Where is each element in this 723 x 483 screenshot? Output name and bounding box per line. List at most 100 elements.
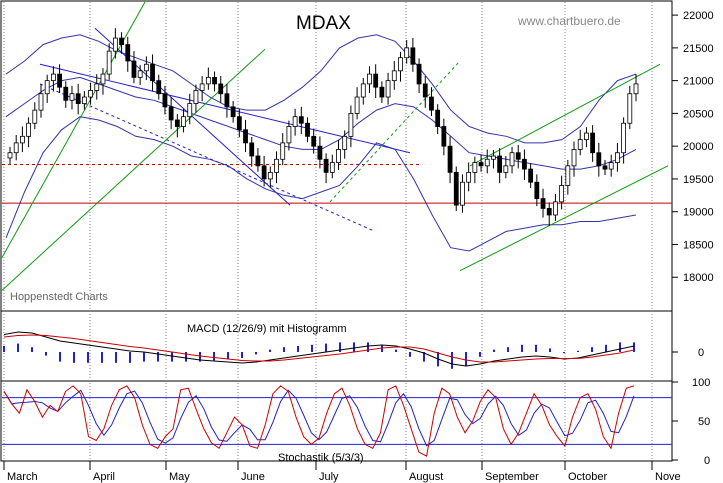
price-layer: [1, 1, 672, 291]
candle-body: [522, 158, 527, 170]
candle-body: [267, 171, 273, 180]
candle-body: [143, 63, 149, 72]
candle-body: [404, 47, 410, 59]
candle-body: [503, 165, 509, 173]
candle-body: [50, 73, 56, 82]
candle-body: [311, 135, 317, 147]
candle-body: [57, 73, 62, 88]
stoch-ytick-label: 50: [698, 416, 710, 428]
candle-body: [447, 145, 453, 173]
candle-body: [137, 70, 143, 78]
candle-body: [298, 116, 304, 124]
candle-body: [75, 93, 81, 104]
candle-body: [422, 83, 428, 98]
stoch-label: Stochastik (5/3/3): [278, 452, 364, 464]
bollinger-lower: [5, 116, 637, 252]
candle-body: [32, 109, 38, 124]
candle-body: [69, 93, 75, 101]
candle-body: [466, 171, 472, 183]
candle-body: [484, 158, 490, 167]
candle-body: [348, 113, 354, 137]
candle-body: [255, 155, 261, 167]
candle-body: [274, 158, 279, 173]
candle-body: [540, 198, 546, 209]
candle-body: [38, 93, 44, 111]
month-label: October: [568, 471, 607, 483]
candle-body: [26, 122, 31, 137]
candle-body: [460, 181, 465, 206]
candle-body: [615, 152, 620, 163]
candle-body: [174, 119, 180, 127]
candle-body: [497, 155, 503, 173]
candle-body: [534, 181, 540, 199]
month-label: May: [169, 471, 190, 483]
candle-body: [317, 145, 323, 160]
macd-layer: [3, 331, 635, 369]
month-label: September: [485, 471, 539, 483]
stoch-ytick-label: 0: [704, 455, 710, 467]
candle-body: [398, 57, 403, 72]
candle-body: [13, 142, 19, 154]
candle-body: [633, 83, 639, 95]
candle-body: [441, 126, 447, 147]
candle-body: [509, 152, 515, 167]
axis-layer: March April May June July August September Octo…: [3, 10, 714, 483]
candle-body: [515, 152, 521, 160]
candle-body: [100, 73, 106, 85]
candle-body: [199, 83, 205, 91]
stoch-k-line: [3, 385, 635, 457]
candle-body: [88, 90, 93, 98]
chart-title: MDAX: [296, 13, 351, 34]
candle-body: [63, 86, 69, 101]
candle-body: [323, 158, 329, 173]
price-ytick-label: 18500: [683, 239, 714, 251]
candle-body: [367, 73, 372, 85]
candle-body: [590, 132, 596, 154]
rebound-dashed-line: [329, 60, 461, 203]
price-ytick-label: 19500: [683, 174, 714, 186]
candle-body: [453, 171, 459, 206]
candle-body: [608, 162, 614, 170]
candle-body: [472, 162, 478, 173]
candle-body: [305, 122, 310, 137]
month-label: Nove: [655, 471, 681, 483]
candle-body: [491, 155, 496, 160]
price-ytick-label: 18000: [683, 272, 714, 284]
month-label: June: [241, 471, 265, 483]
price-ytick-label: 22000: [683, 10, 714, 22]
stoch-layer: [2, 385, 672, 457]
candle-body: [360, 83, 366, 98]
price-ytick-label: 21000: [683, 76, 714, 88]
candle-body: [602, 165, 608, 170]
candle-body: [379, 86, 385, 98]
rising-channel-lower: [459, 165, 669, 272]
candle-body: [435, 109, 441, 127]
month-label: April: [93, 471, 115, 483]
candle-body: [187, 103, 193, 118]
candle-body: [546, 208, 552, 216]
candle-body: [193, 90, 199, 104]
month-label: July: [319, 471, 339, 483]
candle-body: [205, 76, 211, 85]
candle-body: [162, 93, 168, 108]
candle-body: [94, 83, 100, 91]
candle-body: [391, 70, 397, 82]
candle-body: [249, 142, 255, 157]
candle-body: [559, 185, 565, 203]
candle-body: [212, 76, 217, 85]
candle-body: [261, 165, 267, 180]
macd-line: [3, 331, 635, 367]
macd-signal-line: [3, 334, 635, 363]
candle-body: [478, 162, 484, 167]
candle-body: [19, 135, 25, 144]
stoch-d-line: [3, 389, 635, 447]
rising-channel-upper: [469, 63, 661, 167]
candle-body: [385, 80, 391, 98]
candle-body: [410, 47, 416, 65]
candle-body: [584, 132, 589, 141]
price-ytick-label: 20000: [683, 141, 714, 153]
candle-body: [168, 106, 174, 121]
macd-label: MACD (12/26/9) mit Histogramm: [187, 323, 347, 335]
candle-body: [106, 50, 112, 75]
